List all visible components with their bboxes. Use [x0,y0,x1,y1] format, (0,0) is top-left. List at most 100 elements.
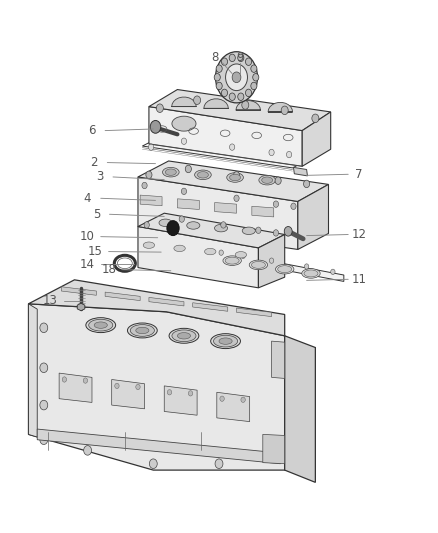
Text: 2: 2 [90,156,98,169]
Circle shape [84,446,92,455]
Circle shape [242,101,249,109]
Text: 10: 10 [80,230,95,243]
Circle shape [304,180,310,188]
Ellipse shape [225,257,239,264]
Polygon shape [138,227,258,288]
Polygon shape [61,287,96,295]
Polygon shape [252,206,274,217]
Ellipse shape [276,264,294,274]
Ellipse shape [159,219,172,227]
Ellipse shape [219,338,232,344]
Ellipse shape [127,323,157,338]
Ellipse shape [278,266,292,273]
Polygon shape [177,199,199,209]
Circle shape [238,93,244,100]
Circle shape [268,449,276,459]
Circle shape [304,264,309,269]
Circle shape [229,54,235,62]
Polygon shape [138,177,298,249]
Polygon shape [215,251,344,281]
Polygon shape [217,392,250,422]
Circle shape [273,201,279,207]
Circle shape [146,171,152,179]
Text: 5: 5 [93,208,100,221]
Circle shape [40,363,48,373]
Circle shape [245,58,251,66]
Text: 11: 11 [352,273,367,286]
Ellipse shape [169,328,199,343]
Ellipse shape [136,327,149,334]
Polygon shape [258,235,285,288]
Polygon shape [77,303,85,311]
Circle shape [115,383,119,389]
Ellipse shape [235,252,247,258]
Circle shape [241,253,245,259]
Circle shape [273,230,279,236]
Circle shape [181,188,187,195]
Circle shape [253,74,259,81]
Circle shape [234,195,239,201]
Ellipse shape [227,173,244,182]
Polygon shape [149,90,331,131]
Circle shape [269,149,274,156]
Polygon shape [272,341,285,378]
Circle shape [179,216,184,222]
Circle shape [136,384,140,390]
Text: 9: 9 [236,51,244,64]
Ellipse shape [194,170,211,180]
Circle shape [286,151,292,158]
Polygon shape [59,373,92,402]
Circle shape [156,104,163,112]
Circle shape [194,96,201,104]
Ellipse shape [223,256,241,265]
Circle shape [284,227,292,236]
Polygon shape [302,112,331,166]
Circle shape [331,269,335,274]
Circle shape [167,390,172,395]
Polygon shape [298,184,328,249]
Ellipse shape [259,175,276,185]
Polygon shape [142,132,320,168]
Polygon shape [164,386,197,415]
Ellipse shape [131,325,154,336]
Polygon shape [105,292,140,301]
Circle shape [221,222,226,228]
Circle shape [232,72,241,83]
Ellipse shape [198,172,208,178]
Circle shape [216,65,222,72]
Text: 8: 8 [211,51,218,64]
Text: 15: 15 [88,245,103,258]
Circle shape [215,52,258,103]
Circle shape [40,435,48,445]
Ellipse shape [86,318,116,333]
Polygon shape [237,308,272,317]
Circle shape [230,144,235,150]
Text: 18: 18 [101,263,116,276]
Circle shape [251,82,257,90]
Text: 7: 7 [355,168,363,181]
Polygon shape [172,97,196,107]
Text: 12: 12 [352,228,367,241]
Circle shape [245,89,251,96]
Ellipse shape [242,227,255,235]
Circle shape [275,177,281,184]
Circle shape [40,323,48,333]
Circle shape [219,250,223,255]
Text: 13: 13 [43,294,58,307]
Ellipse shape [215,224,228,232]
Circle shape [216,82,222,90]
Circle shape [251,65,257,72]
Polygon shape [149,297,184,306]
Circle shape [291,203,296,209]
Circle shape [149,459,157,469]
Polygon shape [285,336,315,482]
Polygon shape [236,101,261,110]
Ellipse shape [88,319,113,331]
Ellipse shape [166,169,176,175]
Polygon shape [138,161,328,201]
Circle shape [188,391,193,396]
Ellipse shape [205,248,216,255]
Text: 14: 14 [80,258,95,271]
Ellipse shape [230,174,240,181]
Circle shape [220,396,224,401]
